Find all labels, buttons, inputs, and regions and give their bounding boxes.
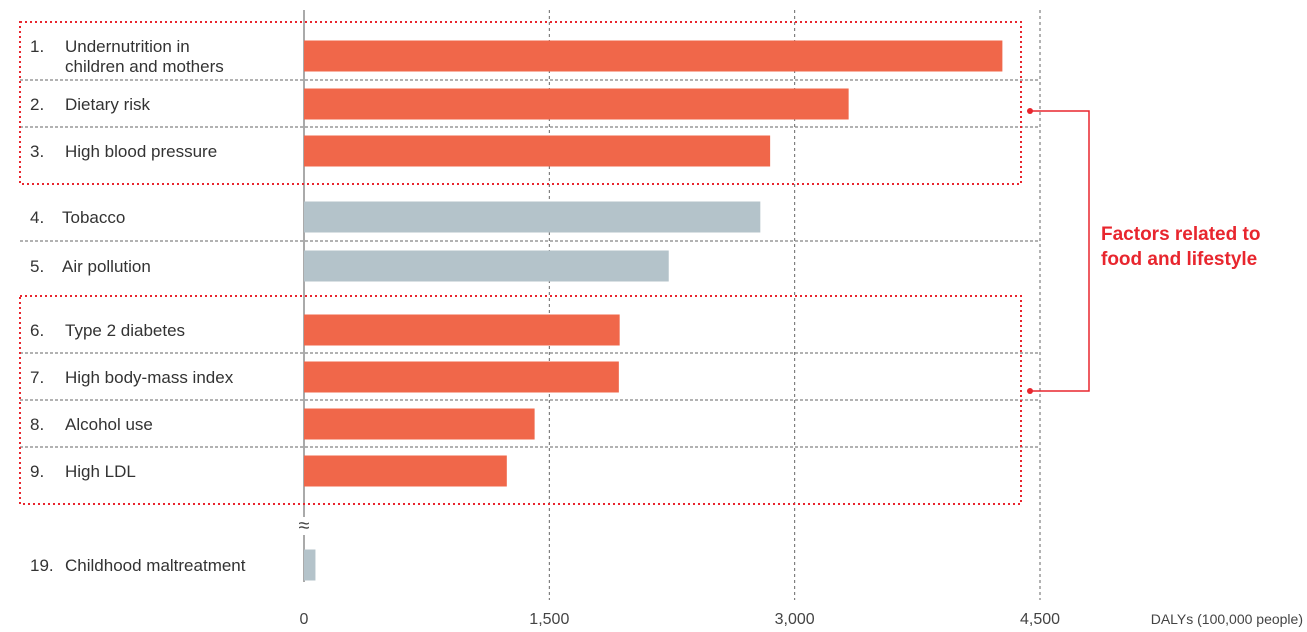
category-number: 9. bbox=[30, 462, 44, 481]
bars-layer bbox=[304, 40, 1003, 581]
category-label: Tobacco bbox=[62, 208, 125, 227]
bar bbox=[304, 135, 771, 167]
bar bbox=[304, 201, 761, 233]
category-number: 2. bbox=[30, 95, 44, 114]
category-number: 4. bbox=[30, 208, 44, 227]
annotation-text: food and lifestyle bbox=[1101, 249, 1257, 270]
highlight-box-top bbox=[19, 21, 1022, 185]
category-number: 7. bbox=[30, 368, 44, 387]
category-label: High LDL bbox=[65, 462, 136, 481]
bar bbox=[304, 88, 849, 120]
category-number: 19. bbox=[30, 556, 54, 575]
category-number: 1. bbox=[30, 37, 44, 56]
bar bbox=[304, 408, 535, 440]
category-label: Air pollution bbox=[62, 257, 151, 276]
bar bbox=[304, 549, 316, 581]
highlight-box-bottom bbox=[19, 295, 1022, 505]
x-axis-unit-label: DALYs (100,000 people) bbox=[1151, 611, 1303, 627]
category-label: Alcohol use bbox=[65, 415, 153, 434]
bar bbox=[304, 250, 669, 282]
bar bbox=[304, 314, 620, 346]
bar bbox=[304, 455, 507, 487]
category-number: 8. bbox=[30, 415, 44, 434]
annotation-layer: Factors related to food and lifestyle bbox=[19, 21, 1260, 505]
category-number: 5. bbox=[30, 257, 44, 276]
bar bbox=[304, 361, 619, 393]
annotation-bracket bbox=[1030, 110, 1090, 392]
x-tick-label: 1,500 bbox=[529, 611, 569, 628]
x-tick-label: 3,000 bbox=[775, 611, 815, 628]
category-label: Type 2 diabetes bbox=[65, 321, 185, 340]
category-label: High body-mass index bbox=[65, 368, 234, 387]
x-tick-label: 0 bbox=[300, 611, 309, 628]
bracket-dot-top bbox=[1027, 108, 1033, 114]
axis-break-symbol: ≈ bbox=[299, 515, 310, 537]
annotation-text: Factors related to bbox=[1101, 224, 1260, 245]
category-number: 6. bbox=[30, 321, 44, 340]
category-label: Childhood maltreatment bbox=[65, 556, 246, 575]
category-label: Dietary risk bbox=[65, 95, 151, 114]
category-number: 3. bbox=[30, 142, 44, 161]
category-label: High blood pressure bbox=[65, 142, 217, 161]
bracket-dot-bottom bbox=[1027, 388, 1033, 394]
category-label-line2: children and mothers bbox=[65, 57, 224, 76]
ticks-layer: 0 1,500 3,000 4,500 ≈ bbox=[299, 515, 1061, 628]
bar bbox=[304, 40, 1003, 72]
x-tick-label: 4,500 bbox=[1020, 611, 1060, 628]
category-label: Undernutrition in bbox=[65, 37, 190, 56]
